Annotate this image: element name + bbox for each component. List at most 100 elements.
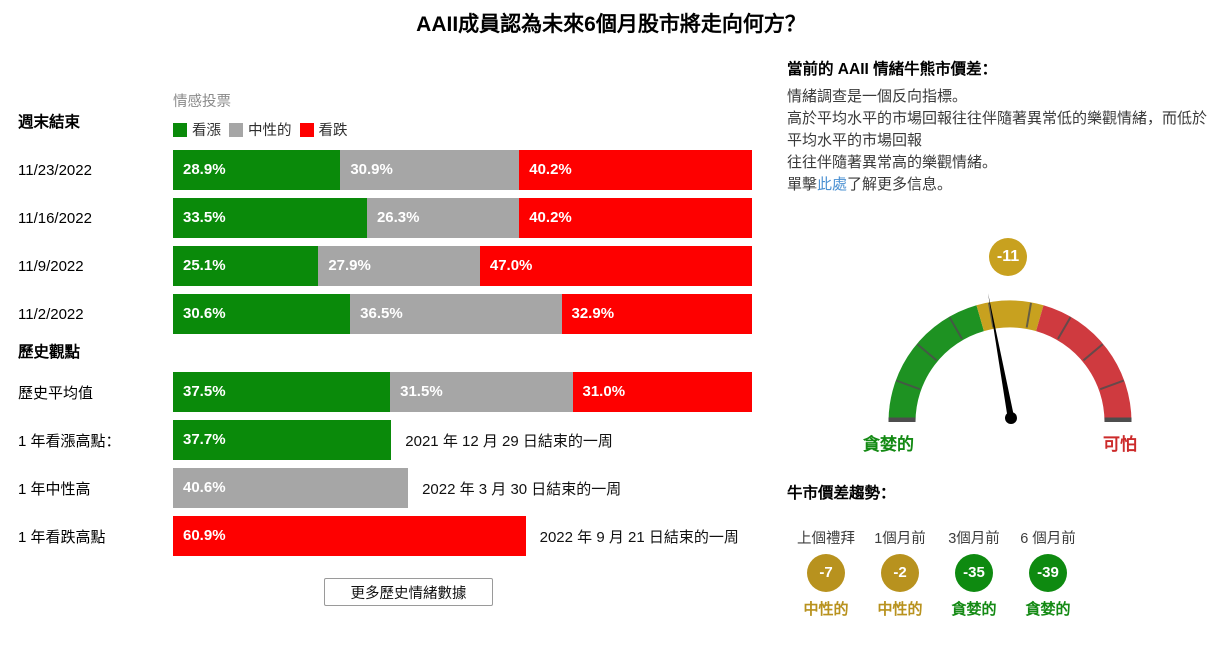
trend-value-badge: -35 bbox=[955, 554, 993, 592]
bar-track: 40.6% bbox=[173, 468, 409, 508]
legend-title: 情感投票 bbox=[173, 94, 231, 110]
gauge-needle bbox=[988, 293, 1017, 424]
trend-value-badge: -7 bbox=[807, 554, 845, 592]
bar-segment-neutral: 36.5% bbox=[350, 294, 562, 334]
bar-segment-bullish: 30.6% bbox=[173, 294, 351, 334]
trend-heading: 牛市價差趨勢： bbox=[787, 485, 896, 502]
legend-label-bearish: 看跌 bbox=[318, 123, 348, 139]
row-label: 1 年看跌高點 bbox=[18, 528, 106, 546]
bar-segment-bearish: 31.0% bbox=[572, 372, 752, 412]
bar-track: 28.9% 30.9% 40.2% bbox=[173, 150, 752, 190]
bar-segment-bullish: 28.9% bbox=[173, 150, 341, 190]
trend-columns: 上個禮拜 -7 中性的 1個月前 -2 中性的 3個月前 -35 貪婪的 6 個月前 -39 貪婪的 bbox=[789, 527, 1085, 619]
gauge-right-end-cap bbox=[1104, 417, 1132, 422]
bar-segment-bearish: 60.9% bbox=[173, 516, 526, 556]
intro-line-4: 單擊此處了解更多信息。 bbox=[787, 174, 1217, 196]
intro-line-1: 情緒調查是一個反向指標。 bbox=[787, 88, 968, 105]
chart-legend: 看漲 中性的 看跌 bbox=[173, 119, 356, 140]
trend-label: 中性的 bbox=[877, 601, 923, 618]
bar-row: 11/9/2022 25.1% 27.9% 47.0% bbox=[18, 246, 1208, 286]
bar-track: 33.5% 26.3% 40.2% bbox=[173, 198, 752, 238]
bar-segment-bearish: 32.9% bbox=[561, 294, 752, 334]
section-header: 歷史觀點 bbox=[18, 344, 81, 361]
bar-track: 37.5% 31.5% 31.0% bbox=[173, 372, 752, 412]
row-label: 11/9/2022 bbox=[18, 257, 84, 275]
gauge-value-badge: -11 bbox=[989, 238, 1027, 276]
bar-segment-bearish: 47.0% bbox=[479, 246, 752, 286]
intro-line-2: 高於平均水平的市場回報往往伴隨著異常低的樂觀情緒，而低於平均水平的市場回報 bbox=[787, 110, 1208, 149]
learn-more-link[interactable]: 此處 bbox=[817, 176, 848, 193]
bar-row: 1 年中性高 40.6% 2022 年 3 月 30 日結束的一周 bbox=[18, 468, 1208, 508]
row-label: 歷史平均值 bbox=[18, 384, 94, 402]
bar-annotation: 2021 年 12 月 29 日結束的一周 bbox=[405, 432, 613, 450]
gauge-left-label: 貪婪的 bbox=[863, 435, 914, 454]
bar-row: 11/2/2022 30.6% 36.5% 32.9% bbox=[18, 294, 1208, 334]
bar-segment-neutral: 30.9% bbox=[340, 150, 520, 190]
legend-label-bullish: 看漲 bbox=[192, 123, 221, 139]
bar-segment-bullish: 25.1% bbox=[173, 246, 319, 286]
legend-item-bullish: 看漲 bbox=[173, 119, 221, 140]
trend-label: 貪婪的 bbox=[1025, 601, 1071, 618]
bar-row: 11/16/2022 33.5% 26.3% 40.2% bbox=[18, 198, 1208, 238]
bar-annotation: 2022 年 3 月 30 日結束的一周 bbox=[422, 480, 622, 498]
bar-row: 歷史平均值 37.5% 31.5% 31.0% bbox=[18, 372, 1208, 412]
current-spread-heading: 當前的 AAII 情緒牛熊市價差： bbox=[787, 61, 998, 78]
bar-row: 1 年看跌高點 60.9% 2022 年 9 月 21 日結束的一周 bbox=[18, 516, 1208, 556]
bar-row: 1 年看漲高點： 37.7% 2021 年 12 月 29 日結束的一周 bbox=[18, 420, 1208, 460]
legend-item-neutral: 中性的 bbox=[229, 119, 292, 140]
trend-value-badge: -2 bbox=[881, 554, 919, 592]
bar-track: 30.6% 36.5% 32.9% bbox=[173, 294, 752, 334]
bar-segment-bullish: 37.5% bbox=[173, 372, 391, 412]
legend-item-bearish: 看跌 bbox=[299, 119, 348, 140]
bar-track: 25.1% 27.9% 47.0% bbox=[173, 246, 752, 286]
gauge-ticks bbox=[895, 302, 1125, 391]
axis-header: 週末結束 bbox=[18, 114, 81, 131]
bar-track: 37.7% bbox=[173, 420, 392, 460]
trend-column: 6 個月前 -39 貪婪的 bbox=[1011, 527, 1085, 619]
gauge-right-label: 可怕 bbox=[1103, 435, 1137, 454]
gauge-gold-arc bbox=[976, 300, 1044, 332]
trend-label: 中性的 bbox=[803, 601, 849, 618]
row-label: 11/2/2022 bbox=[18, 305, 84, 323]
trend-value-badge: -39 bbox=[1029, 554, 1067, 592]
row-label: 1 年中性高 bbox=[18, 480, 91, 498]
row-label: 11/23/2022 bbox=[18, 161, 92, 179]
sentiment-gauge-icon bbox=[888, 293, 1132, 424]
intro-line-3: 往往伴隨著異常高的樂觀情緒。 bbox=[787, 154, 998, 171]
trend-column: 1個月前 -2 中性的 bbox=[863, 527, 937, 619]
trend-column: 上個禮拜 -7 中性的 bbox=[789, 527, 863, 619]
bar-rows: 11/23/2022 28.9% 30.9% 40.2% 11/16/2022 33.5%… bbox=[18, 150, 1208, 564]
bar-segment-neutral: 27.9% bbox=[318, 246, 480, 286]
neutral-swatch-icon bbox=[229, 122, 243, 137]
bullish-swatch-icon bbox=[173, 122, 187, 137]
gauge-left-end-cap bbox=[888, 417, 916, 422]
bar-track: 60.9% bbox=[173, 516, 526, 556]
trend-period: 1個月前 bbox=[874, 531, 926, 547]
trend-label: 貪婪的 bbox=[951, 601, 997, 618]
trend-period: 上個禮拜 bbox=[797, 531, 855, 547]
bar-segment-neutral: 31.5% bbox=[390, 372, 573, 412]
bar-segment-bullish: 37.7% bbox=[173, 420, 392, 460]
bar-row: 11/23/2022 28.9% 30.9% 40.2% bbox=[18, 150, 1208, 190]
bar-annotation: 2022 年 9 月 21 日結束的一周 bbox=[539, 528, 739, 546]
link-prefix: 單擊 bbox=[787, 176, 818, 193]
bearish-swatch-icon bbox=[299, 122, 314, 137]
legend-label-neutral: 中性的 bbox=[248, 123, 292, 139]
bar-segment-bearish: 40.2% bbox=[519, 150, 752, 190]
row-label: 1 年看漲高點： bbox=[18, 432, 121, 450]
trend-period: 3個月前 bbox=[948, 531, 1000, 547]
link-suffix: 了解更多信息。 bbox=[847, 176, 953, 193]
gauge-red-arc bbox=[1035, 305, 1132, 423]
gauge-green-arc bbox=[888, 305, 985, 423]
trend-column: 3個月前 -35 貪婪的 bbox=[937, 527, 1011, 619]
row-label: 11/16/2022 bbox=[18, 209, 92, 227]
intro-paragraph: 情緒調查是一個反向指標。 高於平均水平的市場回報往往伴隨著異常低的樂觀情緒，而低… bbox=[787, 86, 1217, 196]
more-history-button[interactable]: 更多歷史情緒數據 bbox=[324, 578, 493, 606]
bar-segment-bullish: 33.5% bbox=[173, 198, 367, 238]
bar-segment-bearish: 40.2% bbox=[519, 198, 752, 238]
trend-period: 6 個月前 bbox=[1020, 531, 1076, 547]
bar-segment-neutral: 40.6% bbox=[173, 468, 409, 508]
bar-segment-neutral: 26.3% bbox=[366, 198, 520, 238]
page-title: AAII成員認為未來6個月股市將走向何方？ bbox=[416, 13, 806, 36]
